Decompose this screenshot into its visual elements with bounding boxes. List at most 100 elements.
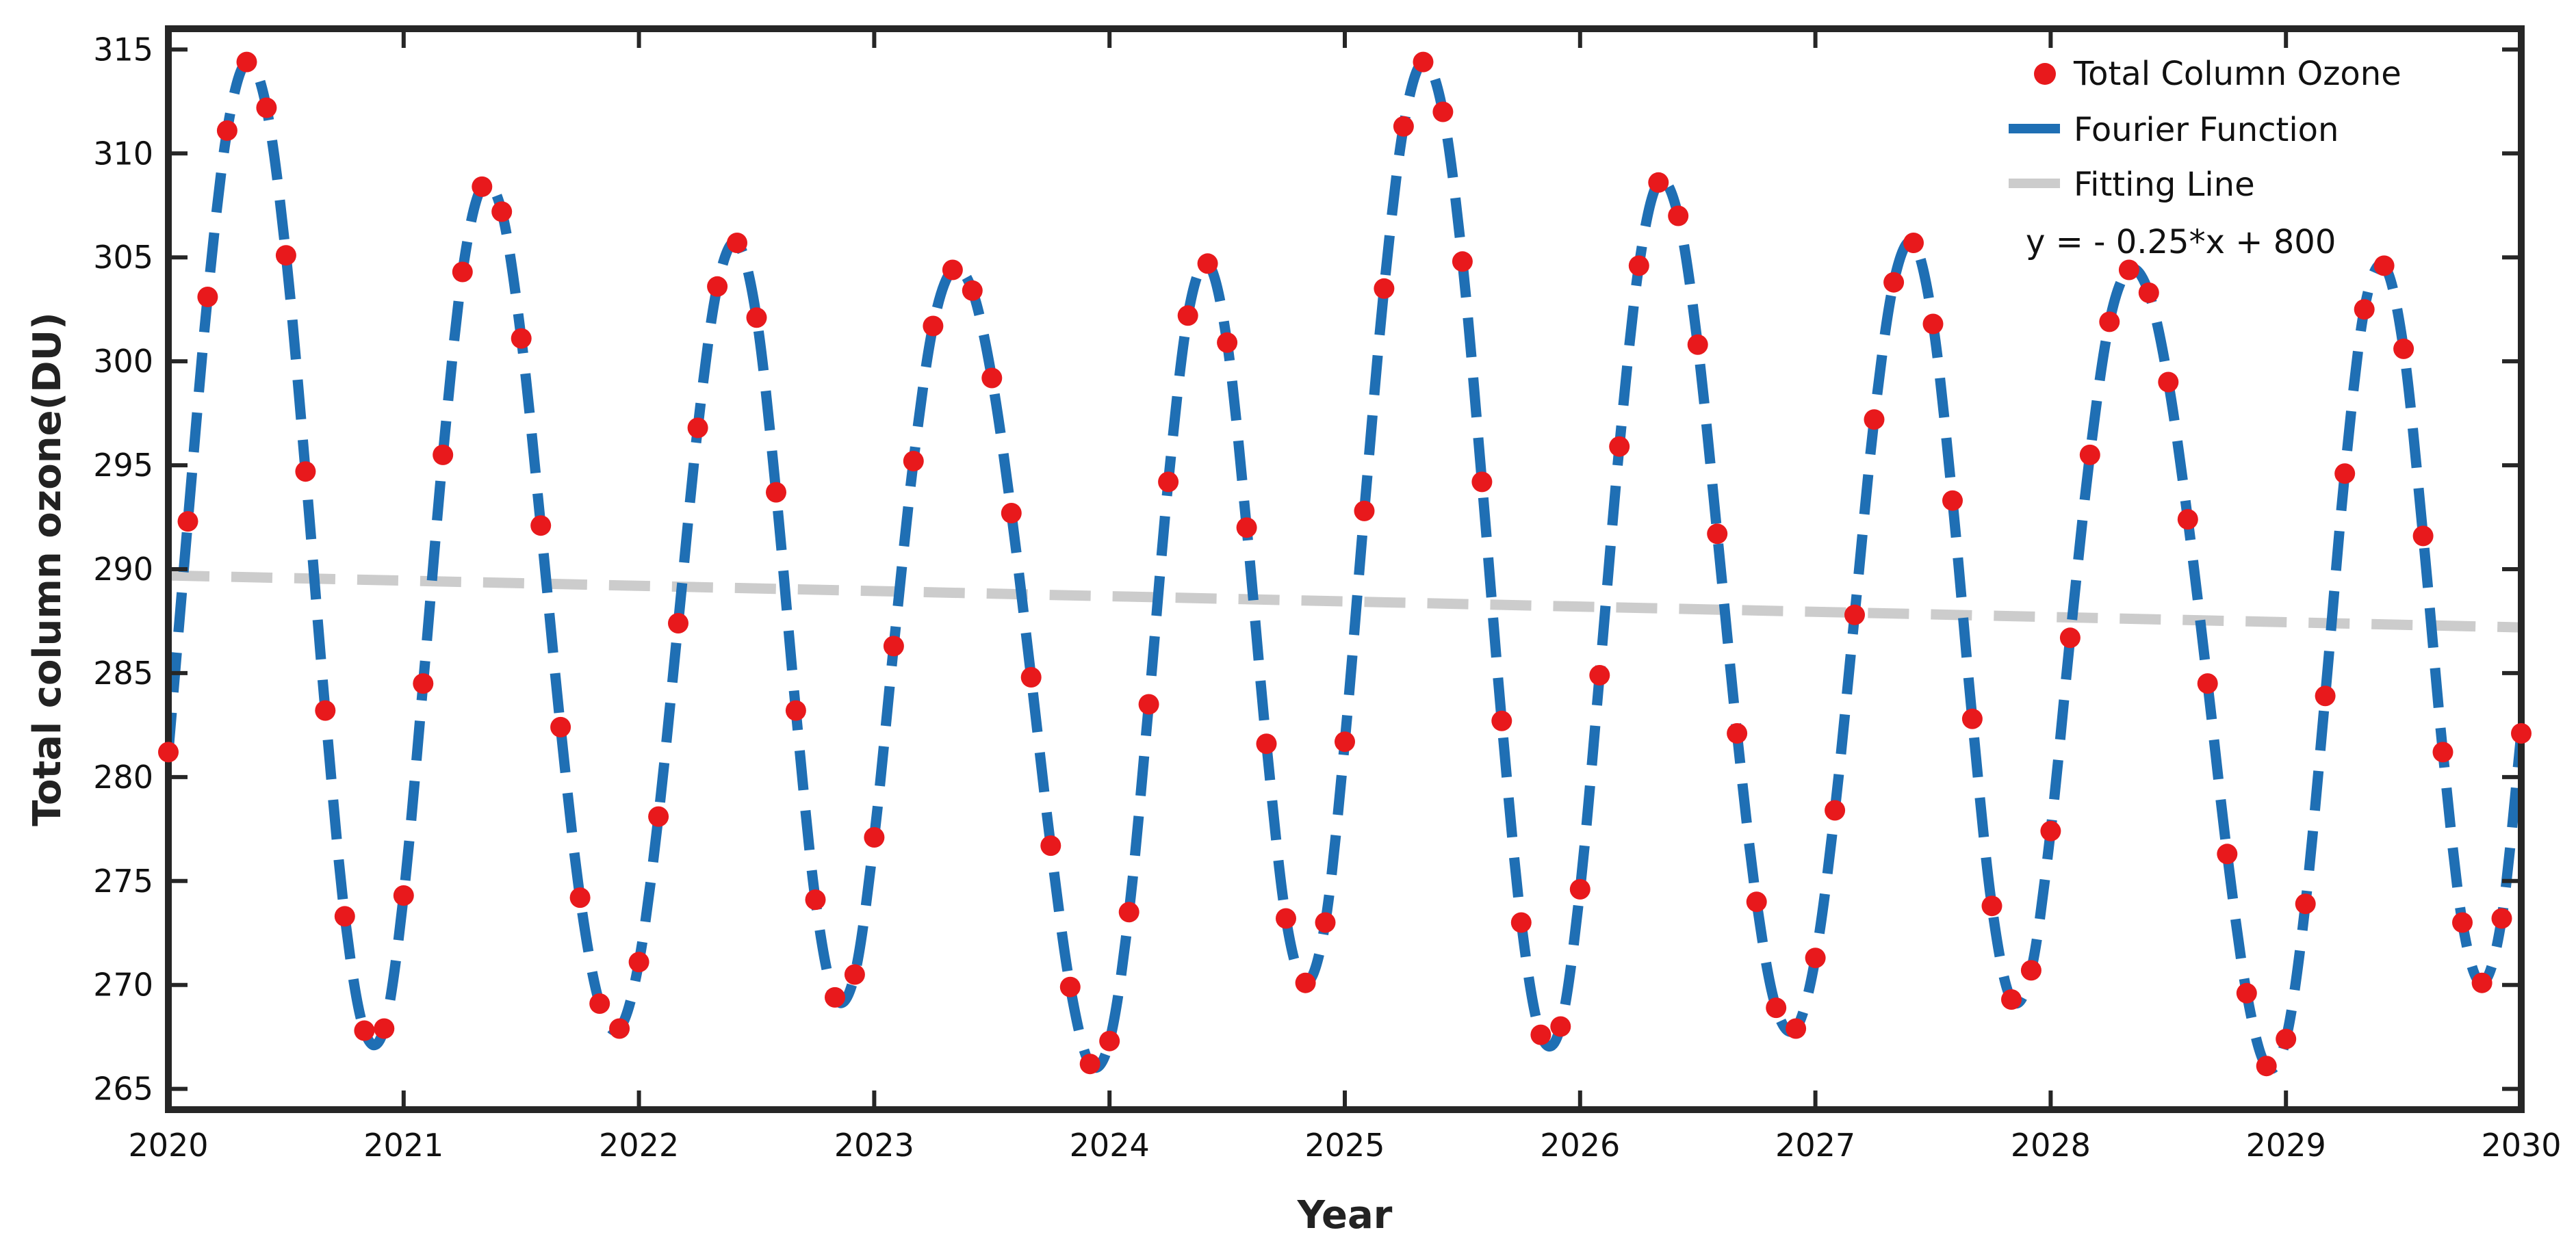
ozone-data-point	[295, 461, 316, 482]
x-tick-label: 2023	[834, 1127, 914, 1164]
y-tick-label: 295	[93, 447, 153, 484]
ozone-data-point	[550, 716, 571, 737]
y-tick-label: 290	[93, 551, 153, 588]
ozone-data-point	[1903, 233, 1924, 253]
ozone-data-point	[530, 515, 552, 536]
ozone-data-point	[236, 51, 257, 73]
ozone-data-point	[2020, 960, 2042, 981]
ozone-data-point	[354, 1020, 375, 1041]
x-tick-label: 2026	[1540, 1127, 1620, 1164]
x-tick-label: 2025	[1304, 1127, 1384, 1164]
ozone-data-point	[1256, 733, 1277, 755]
ozone-data-point	[1040, 835, 1061, 857]
x-tick-label: 2022	[599, 1127, 679, 1164]
ozone-data-point	[177, 511, 198, 532]
ozone-data-point	[1138, 694, 1159, 715]
ozone-data-point	[569, 887, 591, 909]
ozone-data-point	[1589, 665, 1610, 685]
ozone-data-point	[2040, 820, 2061, 841]
ozone-data-point	[374, 1018, 395, 1039]
ozone-data-point	[903, 451, 924, 471]
ozone-data-point	[2295, 893, 2316, 915]
ozone-data-point	[2471, 972, 2493, 993]
ozone-data-point	[1335, 731, 1355, 753]
ozone-data-point	[2079, 444, 2100, 465]
ozone-data-point	[158, 742, 179, 763]
x-tick-label: 2021	[363, 1127, 443, 1164]
legend: Total Column Ozone Fourier Function Fitt…	[2009, 55, 2401, 261]
legend-label-total-column-ozone: Total Column Ozone	[2073, 55, 2401, 93]
ozone-data-point	[1471, 471, 1493, 493]
ozone-data-point	[315, 700, 336, 721]
ozone-data-point	[1981, 896, 2002, 917]
ozone-data-point	[452, 261, 473, 283]
ozone-data-point	[2491, 908, 2512, 929]
ozone-data-point	[1491, 710, 1512, 731]
ozone-data-point	[393, 885, 414, 906]
ozone-data-point	[1648, 172, 1669, 193]
ozone-data-point	[2059, 627, 2081, 649]
fit-equation: y = - 0.25*x + 800	[2026, 223, 2336, 261]
ozone-data-point	[1922, 313, 1944, 335]
legend-label-fitting-line: Fitting Line	[2074, 166, 2255, 204]
x-axis-title: Year	[1297, 1193, 1393, 1238]
ozone-data-point	[1374, 278, 1395, 299]
ozone-data-point	[1432, 101, 1454, 122]
ozone-data-point	[2158, 371, 2179, 393]
x-tick-label: 2029	[2246, 1127, 2326, 1164]
ozone-data-point	[2001, 989, 2022, 1010]
ozone-data-point	[472, 176, 493, 197]
ozone-data-point	[2373, 255, 2395, 276]
ozone-data-point	[844, 964, 865, 985]
ozone-data-point	[197, 287, 218, 307]
ozone-data-point	[2236, 982, 2257, 1004]
ozone-data-point	[1746, 891, 1767, 913]
ozone-data-point	[1158, 471, 1179, 493]
legend-marker-total-column-ozone	[2034, 63, 2056, 85]
y-tick-label: 305	[93, 239, 153, 276]
y-tick-label: 265	[93, 1071, 153, 1108]
ozone-data-point	[413, 673, 434, 694]
ozone-data-point	[1276, 908, 1296, 929]
ozone-data-point	[491, 201, 513, 222]
ozone-data-point	[1413, 51, 1434, 73]
ozone-data-point	[1315, 912, 1336, 933]
ozone-data-point	[1668, 205, 1689, 226]
y-tick-label: 280	[93, 759, 153, 796]
ozone-data-point	[1393, 116, 1414, 137]
ozone-data-point	[1727, 723, 1748, 744]
ozone-data-point	[668, 613, 688, 633]
ozone-data-point	[942, 259, 963, 280]
ozone-data-point	[1236, 517, 1257, 538]
ozone-data-point	[2334, 463, 2356, 484]
ozone-data-point	[1569, 878, 1590, 900]
ozone-data-point	[1942, 490, 1963, 511]
ozone-data-point	[1687, 334, 1708, 355]
ozone-data-point	[2197, 673, 2218, 694]
ozone-data-point	[766, 482, 786, 503]
ozone-data-point	[707, 276, 728, 297]
ozone-data-point	[1295, 972, 1316, 993]
ozone-data-point	[1961, 708, 1983, 729]
ozone-data-point	[1197, 253, 1218, 274]
ozone-data-point	[1766, 997, 1787, 1019]
x-tick-label: 2024	[1070, 1127, 1150, 1164]
ozone-data-point	[1177, 305, 1198, 326]
ozone-data-point	[1844, 604, 1865, 625]
y-tick-label: 285	[93, 655, 153, 692]
ozone-data-point	[1079, 1054, 1100, 1075]
ozone-data-point	[883, 636, 904, 657]
ozone-data-point	[2452, 912, 2473, 933]
ozone-data-point	[1786, 1018, 1807, 1039]
ozone-data-point	[1118, 902, 1139, 923]
x-tick-label: 2028	[2011, 1127, 2091, 1164]
ozone-data-point	[433, 444, 454, 465]
ozone-data-point	[2432, 742, 2453, 763]
axis-ticks: 2020 2021 2022 2023 2024 2025 2026 2027 2028 2029…	[93, 29, 2562, 1164]
ozone-data-point	[2138, 282, 2159, 303]
ozone-data-point	[256, 97, 277, 118]
ozone-data-point	[1805, 948, 1826, 969]
ozone-data-point	[2354, 299, 2375, 320]
fitting-line	[168, 570, 2521, 633]
ozone-data-point	[1099, 1030, 1120, 1051]
